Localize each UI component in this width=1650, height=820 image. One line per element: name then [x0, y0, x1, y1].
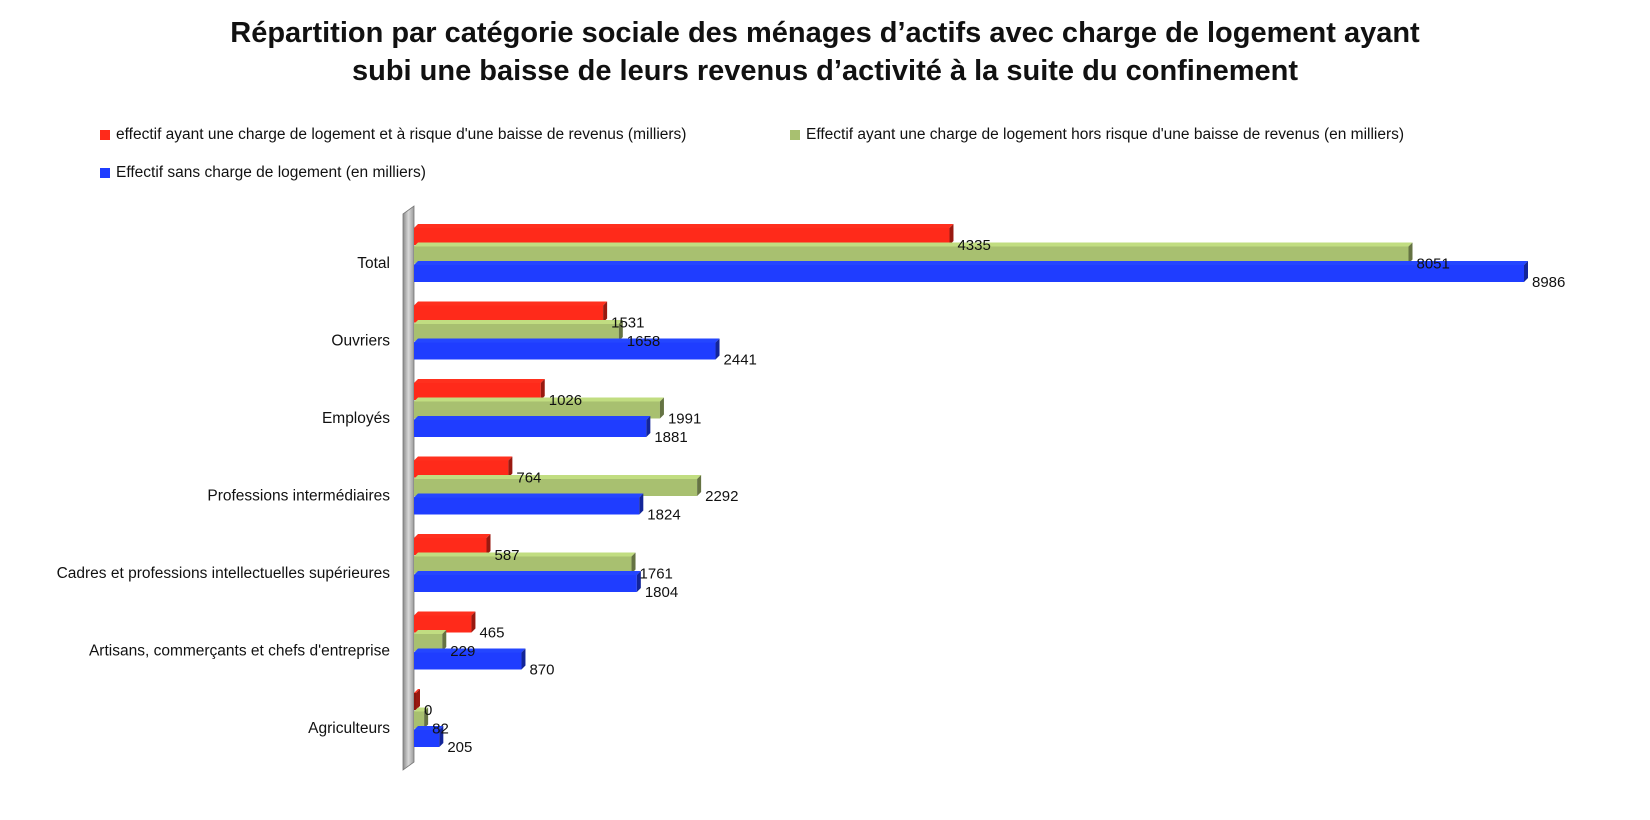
value-label-artisans-commercants-et-chefs-d-entreprise-series-2: 229: [450, 643, 475, 660]
category-label-ouvriers: Ouvriers: [331, 333, 390, 350]
chart-title-line-1: Répartition par catégorie sociale des mé…: [230, 17, 1420, 49]
bar-agriculteurs-series-3: [414, 726, 444, 747]
value-label-professions-intermediaires-series-3: 1824: [647, 507, 680, 524]
legend-item-no-charge: Effectif sans charge de logement (en mil…: [100, 164, 426, 182]
bar-cadres-et-professions-intellectuelles-superieures-series-3: [414, 571, 641, 592]
value-label-cadres-et-professions-intellectuelles-superieures-series-2: 1761: [640, 566, 673, 583]
bar-ouvriers-series-1: [414, 301, 608, 323]
value-label-employes-series-2: 1991: [668, 411, 701, 428]
bar-employes-series-1: [414, 379, 545, 400]
bar-total-series-1: [414, 224, 954, 245]
legend-swatch-no-risk: [790, 130, 800, 140]
bar-artisans-commercants-et-chefs-d-entreprise-series-2: [414, 630, 447, 651]
legend-label-no-charge: Effectif sans charge de logement (en mil…: [116, 164, 426, 181]
legend-label-no-risk: Effectif ayant une charge de logement ho…: [806, 126, 1405, 143]
category-label-employes: Employés: [322, 410, 390, 427]
legend-item-no-risk: Effectif ayant une charge de logement ho…: [790, 126, 1404, 144]
value-label-cadres-et-professions-intellectuelles-superieures-series-3: 1804: [645, 584, 678, 601]
value-label-cadres-et-professions-intellectuelles-superieures-series-1: 587: [495, 547, 520, 564]
category-label-professions-intermediaires: Professions intermédiaires: [207, 488, 390, 505]
legend-item-risk: effectif ayant une charge de logement et…: [100, 126, 686, 144]
bar-total-series-2: [414, 242, 1413, 264]
bar-cadres-et-professions-intellectuelles-superieures-series-1: [414, 534, 491, 555]
value-label-agriculteurs-series-3: 205: [447, 739, 472, 756]
category-label-cadres-et-professions-intellectuelles-superieures: Cadres et professions intellectuelles su…: [57, 565, 391, 582]
value-label-employes-series-3: 1881: [654, 429, 687, 446]
value-label-ouvriers-series-1: 1531: [611, 315, 644, 332]
bar-ouvriers-series-3: [414, 338, 720, 360]
legend-swatch-no-charge: [100, 168, 110, 178]
value-label-artisans-commercants-et-chefs-d-entreprise-series-1: 465: [479, 625, 504, 642]
value-label-agriculteurs-series-1: 0: [424, 702, 432, 719]
value-label-total-series-3: 8986: [1532, 274, 1565, 291]
value-label-ouvriers-series-2: 1658: [627, 333, 660, 350]
value-label-total-series-1: 4335: [957, 237, 990, 254]
bar-total-series-3: [414, 261, 1528, 282]
category-labels: Total Ouvriers Employés Professions intermé…: [57, 255, 391, 737]
axis-wall: [402, 205, 415, 771]
chart-title-line-2: subi une baisse de leurs revenus d’activ…: [351, 55, 1298, 87]
bar-ouvriers-series-2: [414, 320, 623, 341]
legend-swatch-risk: [100, 130, 110, 140]
bar-professions-intermediaires-series-1: [414, 456, 513, 478]
value-label-professions-intermediaires-series-2: 2292: [705, 488, 738, 505]
bar-artisans-commercants-et-chefs-d-entreprise-series-1: [414, 611, 476, 633]
value-label-employes-series-1: 1026: [549, 392, 582, 409]
bar-agriculteurs-series-1: [414, 689, 420, 710]
bar-employes-series-2: [414, 397, 664, 419]
value-label-agriculteurs-series-2: 82: [432, 721, 449, 738]
legend-label-risk: effectif ayant une charge de logement et…: [116, 126, 687, 143]
bar-professions-intermediaires-series-2: [414, 475, 702, 496]
chart-title: Répartition par catégorie sociale des mé…: [0, 14, 1650, 90]
value-label-professions-intermediaires-series-1: 764: [516, 470, 541, 487]
category-label-agriculteurs: Agriculteurs: [308, 720, 390, 737]
bar-artisans-commercants-et-chefs-d-entreprise-series-3: [414, 648, 526, 670]
bar-cadres-et-professions-intellectuelles-superieures-series-2: [414, 552, 636, 574]
bar-agriculteurs-series-2: [414, 707, 429, 729]
value-label-total-series-2: 8051: [1417, 256, 1450, 273]
category-label-artisans-commercants-et-chefs-d-entreprise: Artisans, commerçants et chefs d'entrepr…: [89, 643, 390, 660]
bar-employes-series-3: [414, 416, 651, 437]
category-label-total: Total: [357, 255, 390, 272]
bar-professions-intermediaires-series-3: [414, 493, 644, 515]
bars-group: [414, 224, 1528, 747]
axis-wall-shape: [402, 205, 415, 771]
value-label-artisans-commercants-et-chefs-d-entreprise-series-3: 870: [529, 662, 554, 679]
value-label-ouvriers-series-3: 2441: [724, 352, 757, 369]
